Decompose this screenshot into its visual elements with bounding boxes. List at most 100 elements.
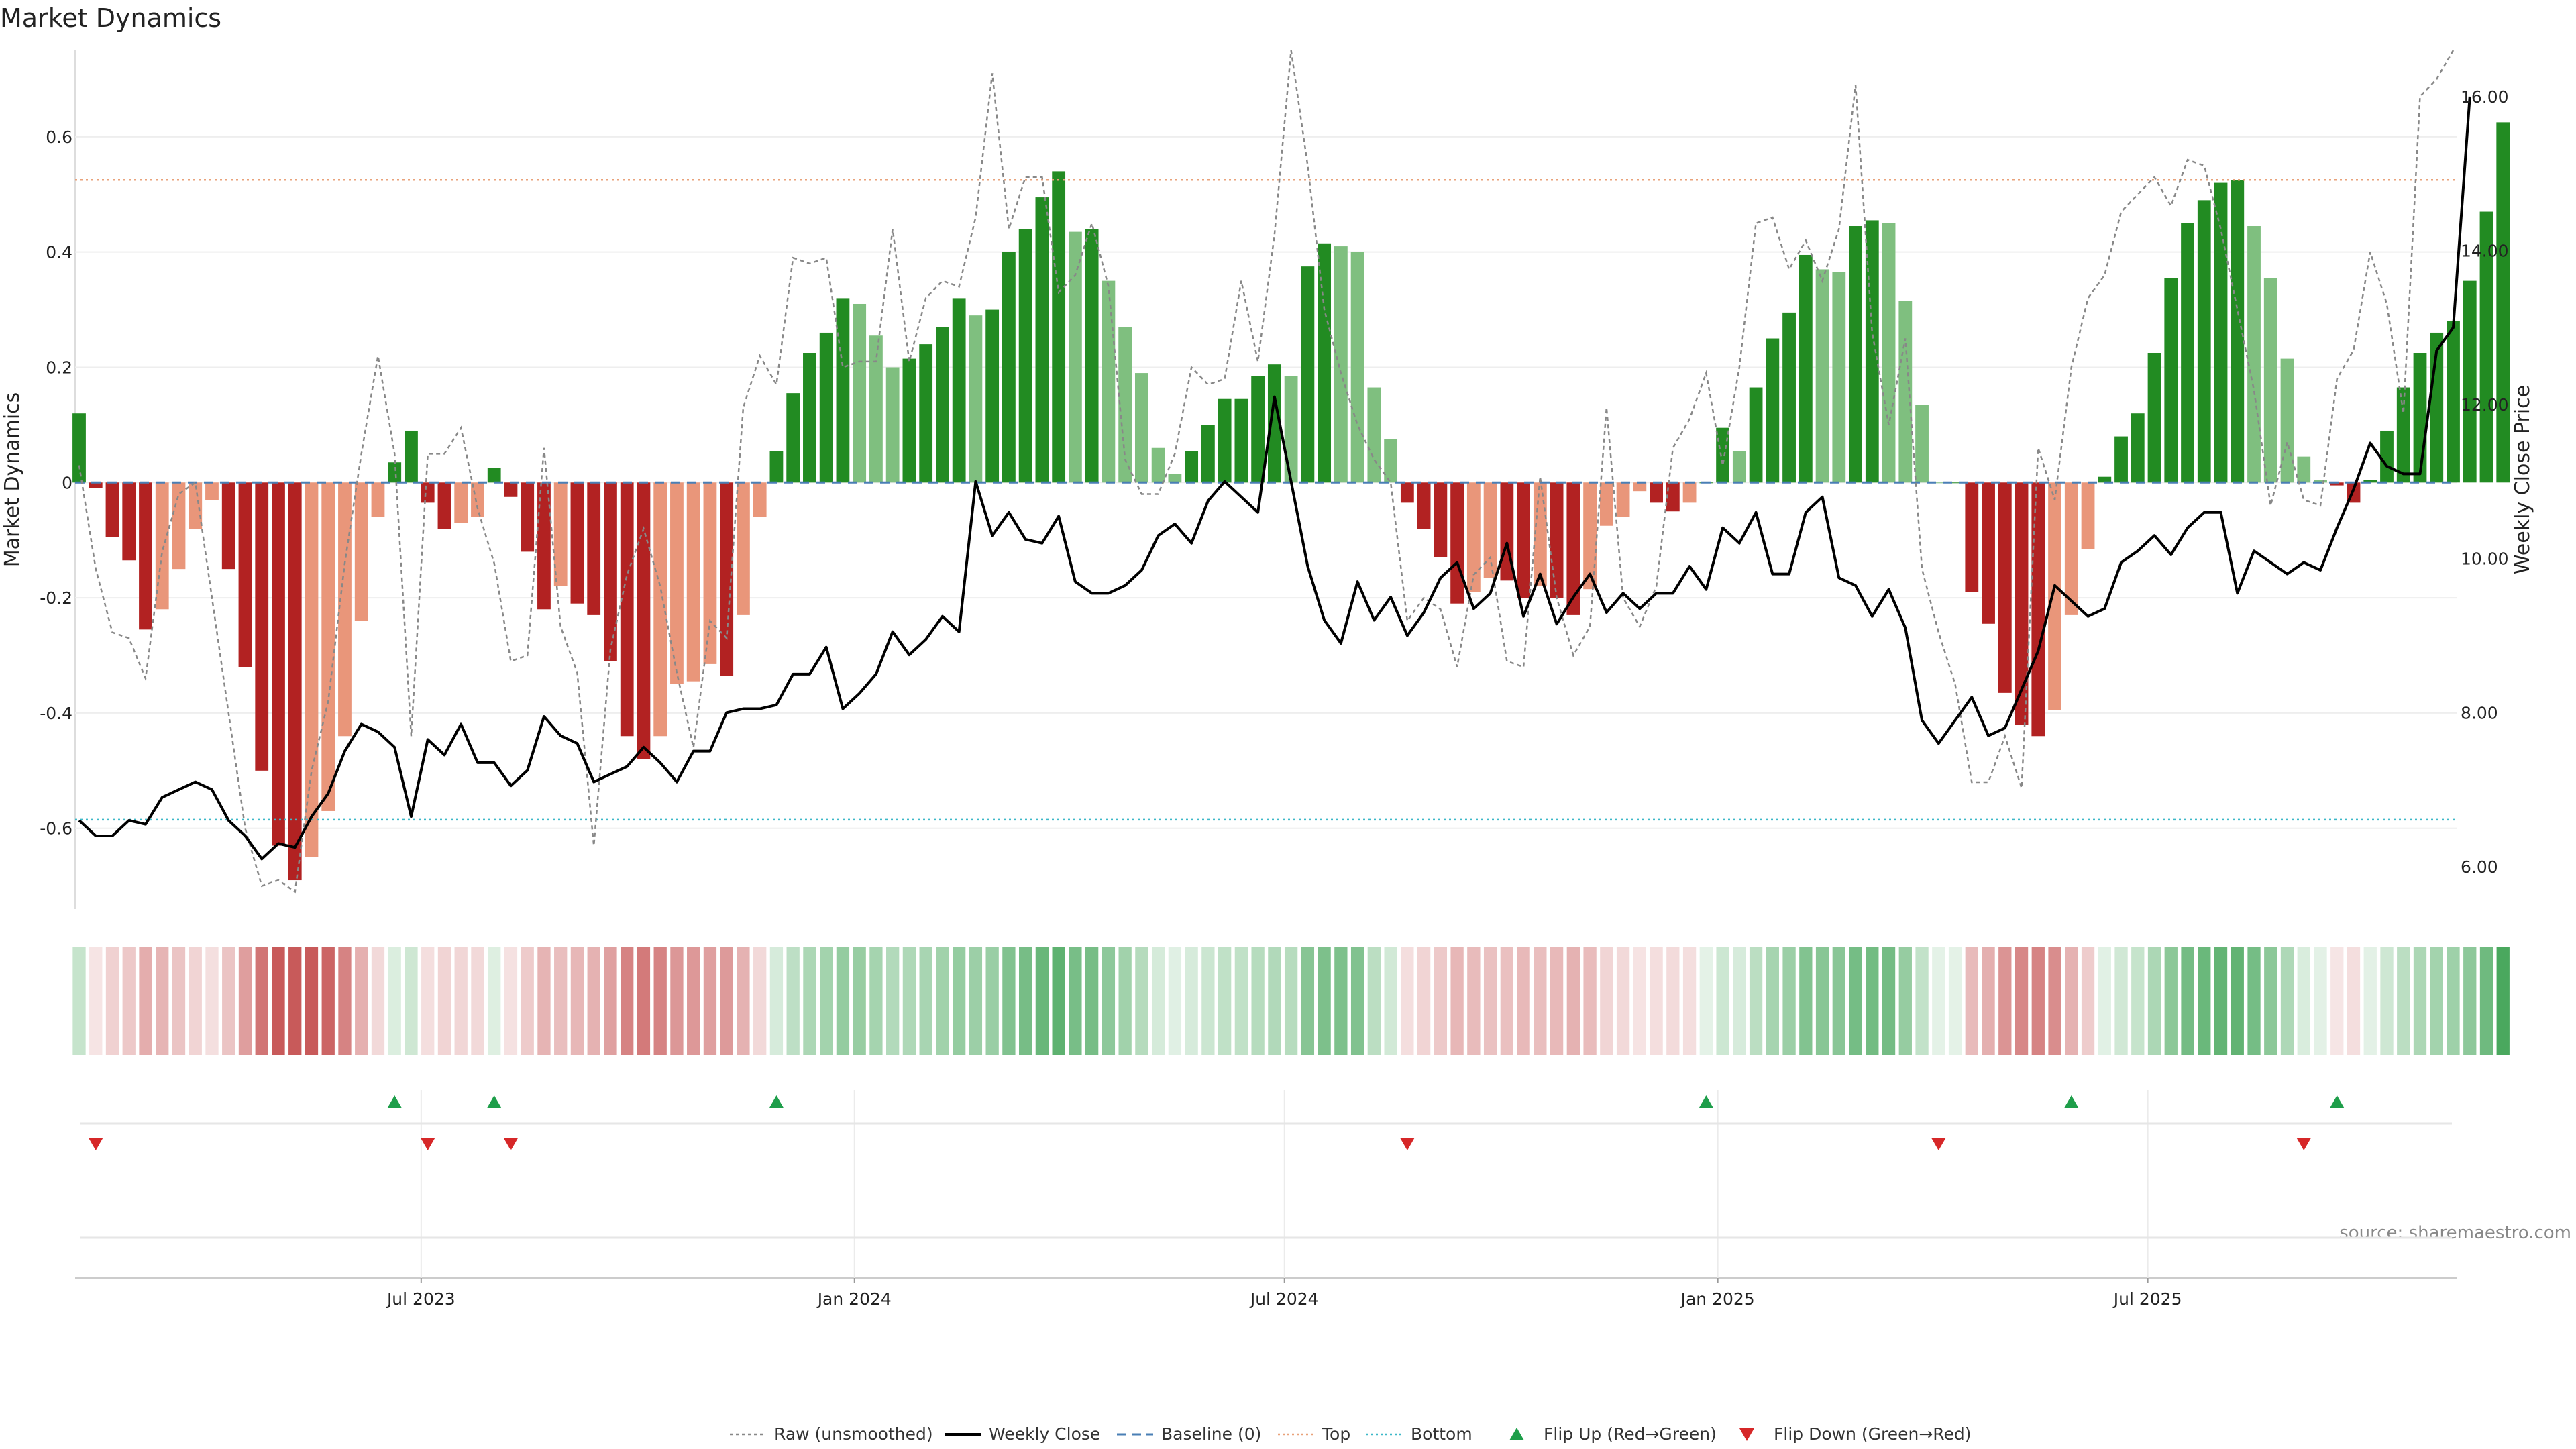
heat-cell bbox=[1500, 947, 1514, 1055]
bar bbox=[1599, 482, 1613, 526]
heat-cell bbox=[1035, 947, 1049, 1055]
heat-cell bbox=[2015, 947, 2029, 1055]
grid-layer bbox=[74, 50, 2457, 1283]
heat-cell bbox=[1898, 947, 1912, 1055]
heat-cell bbox=[1566, 947, 1580, 1055]
bar bbox=[1616, 482, 1630, 517]
bar bbox=[1666, 482, 1680, 512]
heat-cell bbox=[1384, 947, 1397, 1055]
bar bbox=[437, 482, 451, 529]
heat-cell bbox=[1218, 947, 1232, 1055]
heat-cell bbox=[1600, 947, 1613, 1055]
bar bbox=[1682, 482, 1697, 503]
heat-cell bbox=[919, 947, 932, 1055]
bar bbox=[221, 482, 235, 570]
heat-cell bbox=[2380, 947, 2394, 1055]
flip-up-marker bbox=[769, 1095, 784, 1108]
flip-down-marker bbox=[1399, 1138, 1415, 1150]
heat-cell bbox=[554, 947, 568, 1055]
heat-cell bbox=[1882, 947, 1896, 1055]
heat-cell bbox=[1401, 947, 1414, 1055]
bar bbox=[2413, 353, 2427, 483]
heat-cell bbox=[1815, 947, 1829, 1055]
heat-cell bbox=[1350, 947, 1364, 1055]
heat-cell bbox=[2098, 947, 2111, 1055]
bar bbox=[1915, 405, 1929, 483]
heat-cell bbox=[1151, 947, 1165, 1055]
heat-cell bbox=[388, 947, 401, 1055]
heat-cell bbox=[1650, 947, 1663, 1055]
heat-cell bbox=[156, 947, 169, 1055]
heat-cell bbox=[1102, 947, 1116, 1055]
bar bbox=[1882, 223, 1896, 483]
heat-cell bbox=[1716, 947, 1729, 1055]
heat-cell bbox=[670, 947, 684, 1055]
bar bbox=[803, 353, 816, 483]
bar bbox=[454, 482, 468, 523]
heat-cell bbox=[2447, 947, 2460, 1055]
bar bbox=[1782, 312, 1796, 483]
heat-cell bbox=[1832, 947, 1845, 1055]
heat-cell bbox=[703, 947, 717, 1055]
bar bbox=[853, 303, 867, 483]
bar bbox=[2015, 482, 2029, 725]
y2-tick-label: 12.00 bbox=[2461, 395, 2509, 415]
bar bbox=[139, 482, 152, 630]
flip-up-marker bbox=[2063, 1095, 2079, 1108]
bar bbox=[1633, 482, 1647, 492]
heat-cell bbox=[1069, 947, 1082, 1055]
bar bbox=[354, 482, 368, 621]
heat-cell bbox=[1417, 947, 1431, 1055]
heat-cell bbox=[936, 947, 949, 1055]
heat-cell bbox=[637, 947, 651, 1055]
heat-cell bbox=[189, 947, 202, 1055]
heat-cell bbox=[1467, 947, 1481, 1055]
y2-tick-label: 10.00 bbox=[2461, 549, 2509, 569]
y-axis-label: Market Dynamics bbox=[1, 392, 24, 568]
bar bbox=[1766, 338, 1780, 483]
bar bbox=[2081, 482, 2095, 549]
y2-axis-label: Weekly Close Price bbox=[2511, 385, 2534, 574]
bar bbox=[769, 451, 784, 483]
bar bbox=[737, 482, 750, 615]
bar bbox=[2314, 480, 2327, 483]
heat-cell bbox=[1915, 947, 1929, 1055]
y-tick-label: 0.2 bbox=[46, 358, 72, 377]
bar bbox=[1018, 229, 1032, 483]
bar bbox=[487, 468, 501, 483]
bar bbox=[686, 482, 700, 682]
bar bbox=[885, 367, 900, 483]
bar bbox=[2380, 430, 2394, 483]
heat-cell bbox=[288, 947, 302, 1055]
heat-cell bbox=[471, 947, 484, 1055]
bar bbox=[2297, 456, 2311, 483]
legend-item: Flip Up (Red→Green) bbox=[1509, 1424, 1717, 1444]
flip-down-marker bbox=[503, 1138, 519, 1150]
bar bbox=[537, 482, 551, 610]
legend-item: Bottom bbox=[1366, 1424, 1472, 1444]
bar bbox=[604, 482, 617, 661]
bar bbox=[1052, 171, 1066, 483]
bar bbox=[2463, 280, 2477, 483]
heat-cell bbox=[437, 947, 451, 1055]
bar bbox=[2048, 482, 2061, 710]
bar bbox=[2098, 476, 2112, 483]
heat-cell bbox=[2131, 947, 2145, 1055]
heat-cell bbox=[687, 947, 700, 1055]
heat-cell bbox=[1633, 947, 1646, 1055]
bar bbox=[1982, 482, 1995, 624]
bar bbox=[272, 482, 285, 846]
bar bbox=[1384, 439, 1398, 483]
heat-cell bbox=[2347, 947, 2361, 1055]
heat-cell bbox=[537, 947, 551, 1055]
bar bbox=[2479, 211, 2493, 483]
bar bbox=[703, 482, 717, 664]
bar bbox=[2363, 480, 2377, 483]
bar bbox=[89, 482, 103, 488]
bar bbox=[2031, 482, 2045, 737]
heat-cell bbox=[1550, 947, 1564, 1055]
heat-cell bbox=[1234, 947, 1248, 1055]
heat-cell bbox=[1301, 947, 1315, 1055]
heat-cell bbox=[2231, 947, 2244, 1055]
legend-label: Weekly Close bbox=[989, 1424, 1100, 1444]
